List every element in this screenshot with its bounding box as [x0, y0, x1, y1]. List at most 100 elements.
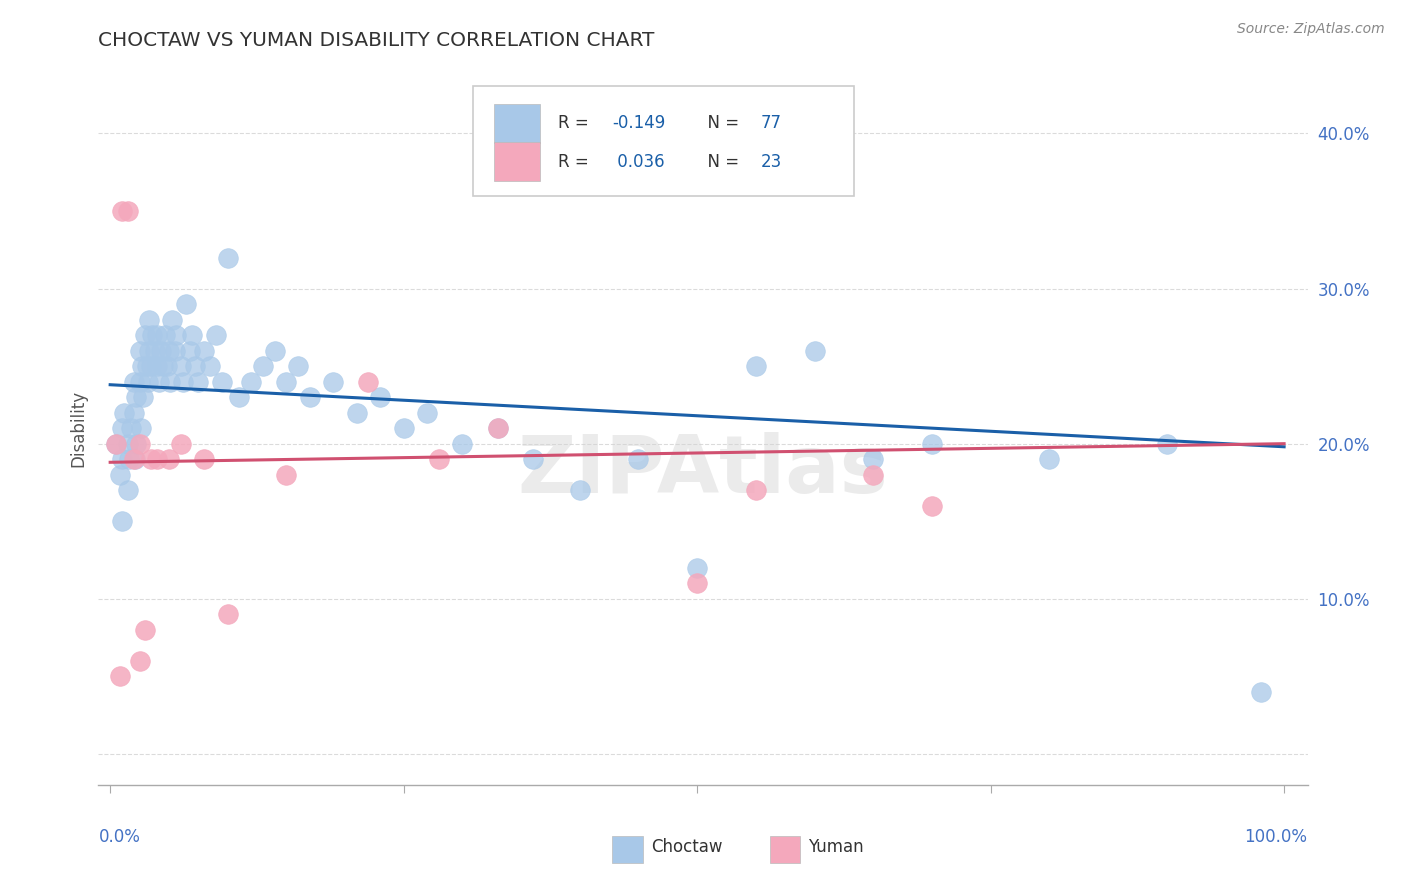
Point [276, 375, 298, 389]
Point [122, 406, 145, 420]
Point [111, 514, 134, 528]
Point [105, 436, 128, 450]
Point [117, 436, 139, 450]
Point [152, 359, 174, 373]
Text: 0.0%: 0.0% [98, 829, 141, 847]
Point [287, 359, 309, 373]
Point [568, 483, 591, 498]
Point [165, 328, 187, 343]
Point [105, 436, 128, 450]
Point [486, 421, 509, 435]
Point [451, 436, 474, 450]
Point [181, 328, 204, 343]
Point [1250, 685, 1272, 699]
Point [148, 375, 170, 389]
Point [172, 375, 194, 389]
Point [111, 204, 134, 219]
Bar [494, 142, 540, 181]
Y-axis label: Disability: Disability [69, 390, 87, 467]
Point [141, 452, 163, 467]
Point [183, 359, 205, 373]
Point [117, 483, 139, 498]
Bar [613, 836, 643, 863]
Point [392, 421, 415, 435]
Point [298, 390, 321, 404]
Point [131, 359, 153, 373]
Point [368, 390, 391, 404]
Point [149, 343, 172, 358]
Point [862, 467, 884, 482]
Point [124, 452, 146, 467]
Point [122, 452, 145, 467]
Point [125, 436, 148, 450]
Point [745, 483, 768, 498]
Point [136, 375, 159, 389]
Point [157, 343, 180, 358]
Point [155, 359, 177, 373]
Text: Source: ZipAtlas.com: Source: ZipAtlas.com [1237, 22, 1385, 37]
Point [135, 359, 157, 373]
Point [921, 436, 943, 450]
Point [745, 359, 768, 373]
Point [141, 328, 163, 343]
Point [129, 421, 152, 435]
Point [686, 561, 709, 575]
Point [276, 467, 298, 482]
Point [240, 375, 263, 389]
Point [146, 452, 169, 467]
Point [198, 359, 221, 373]
Point [252, 359, 274, 373]
Point [176, 297, 198, 311]
Point [1038, 452, 1060, 467]
Point [118, 452, 141, 467]
Point [122, 375, 145, 389]
Point [146, 359, 169, 373]
Point [162, 312, 184, 326]
Point [146, 328, 169, 343]
Point [193, 452, 215, 467]
Point [108, 467, 131, 482]
Point [111, 452, 134, 467]
Point [217, 607, 239, 622]
Text: ZIPAtlas: ZIPAtlas [517, 432, 889, 510]
Point [169, 359, 191, 373]
Point [803, 343, 825, 358]
Point [211, 375, 233, 389]
Point [862, 452, 884, 467]
Point [217, 251, 239, 265]
Point [163, 343, 186, 358]
Text: Yuman: Yuman [808, 838, 863, 856]
Point [627, 452, 650, 467]
Point [157, 452, 180, 467]
Text: 23: 23 [761, 153, 782, 170]
Point [138, 343, 160, 358]
Point [117, 204, 139, 219]
Point [138, 312, 160, 326]
Bar [494, 103, 540, 143]
Point [416, 406, 439, 420]
Point [111, 421, 134, 435]
Text: 0.036: 0.036 [613, 153, 665, 170]
Point [128, 654, 150, 668]
FancyBboxPatch shape [474, 86, 855, 196]
Point [187, 375, 209, 389]
Text: R =: R = [558, 114, 593, 132]
Text: N =: N = [697, 114, 744, 132]
Point [108, 669, 131, 683]
Point [921, 499, 943, 513]
Bar [769, 836, 800, 863]
Point [132, 390, 155, 404]
Point [128, 436, 150, 450]
Point [155, 328, 177, 343]
Point [346, 406, 368, 420]
Point [546, 157, 568, 171]
Point [128, 375, 150, 389]
Point [179, 343, 201, 358]
Text: R =: R = [558, 153, 593, 170]
Point [486, 421, 509, 435]
Text: -0.149: -0.149 [613, 114, 665, 132]
Point [193, 343, 215, 358]
Point [128, 343, 150, 358]
Point [120, 421, 142, 435]
Text: CHOCTAW VS YUMAN DISABILITY CORRELATION CHART: CHOCTAW VS YUMAN DISABILITY CORRELATION … [98, 31, 655, 50]
